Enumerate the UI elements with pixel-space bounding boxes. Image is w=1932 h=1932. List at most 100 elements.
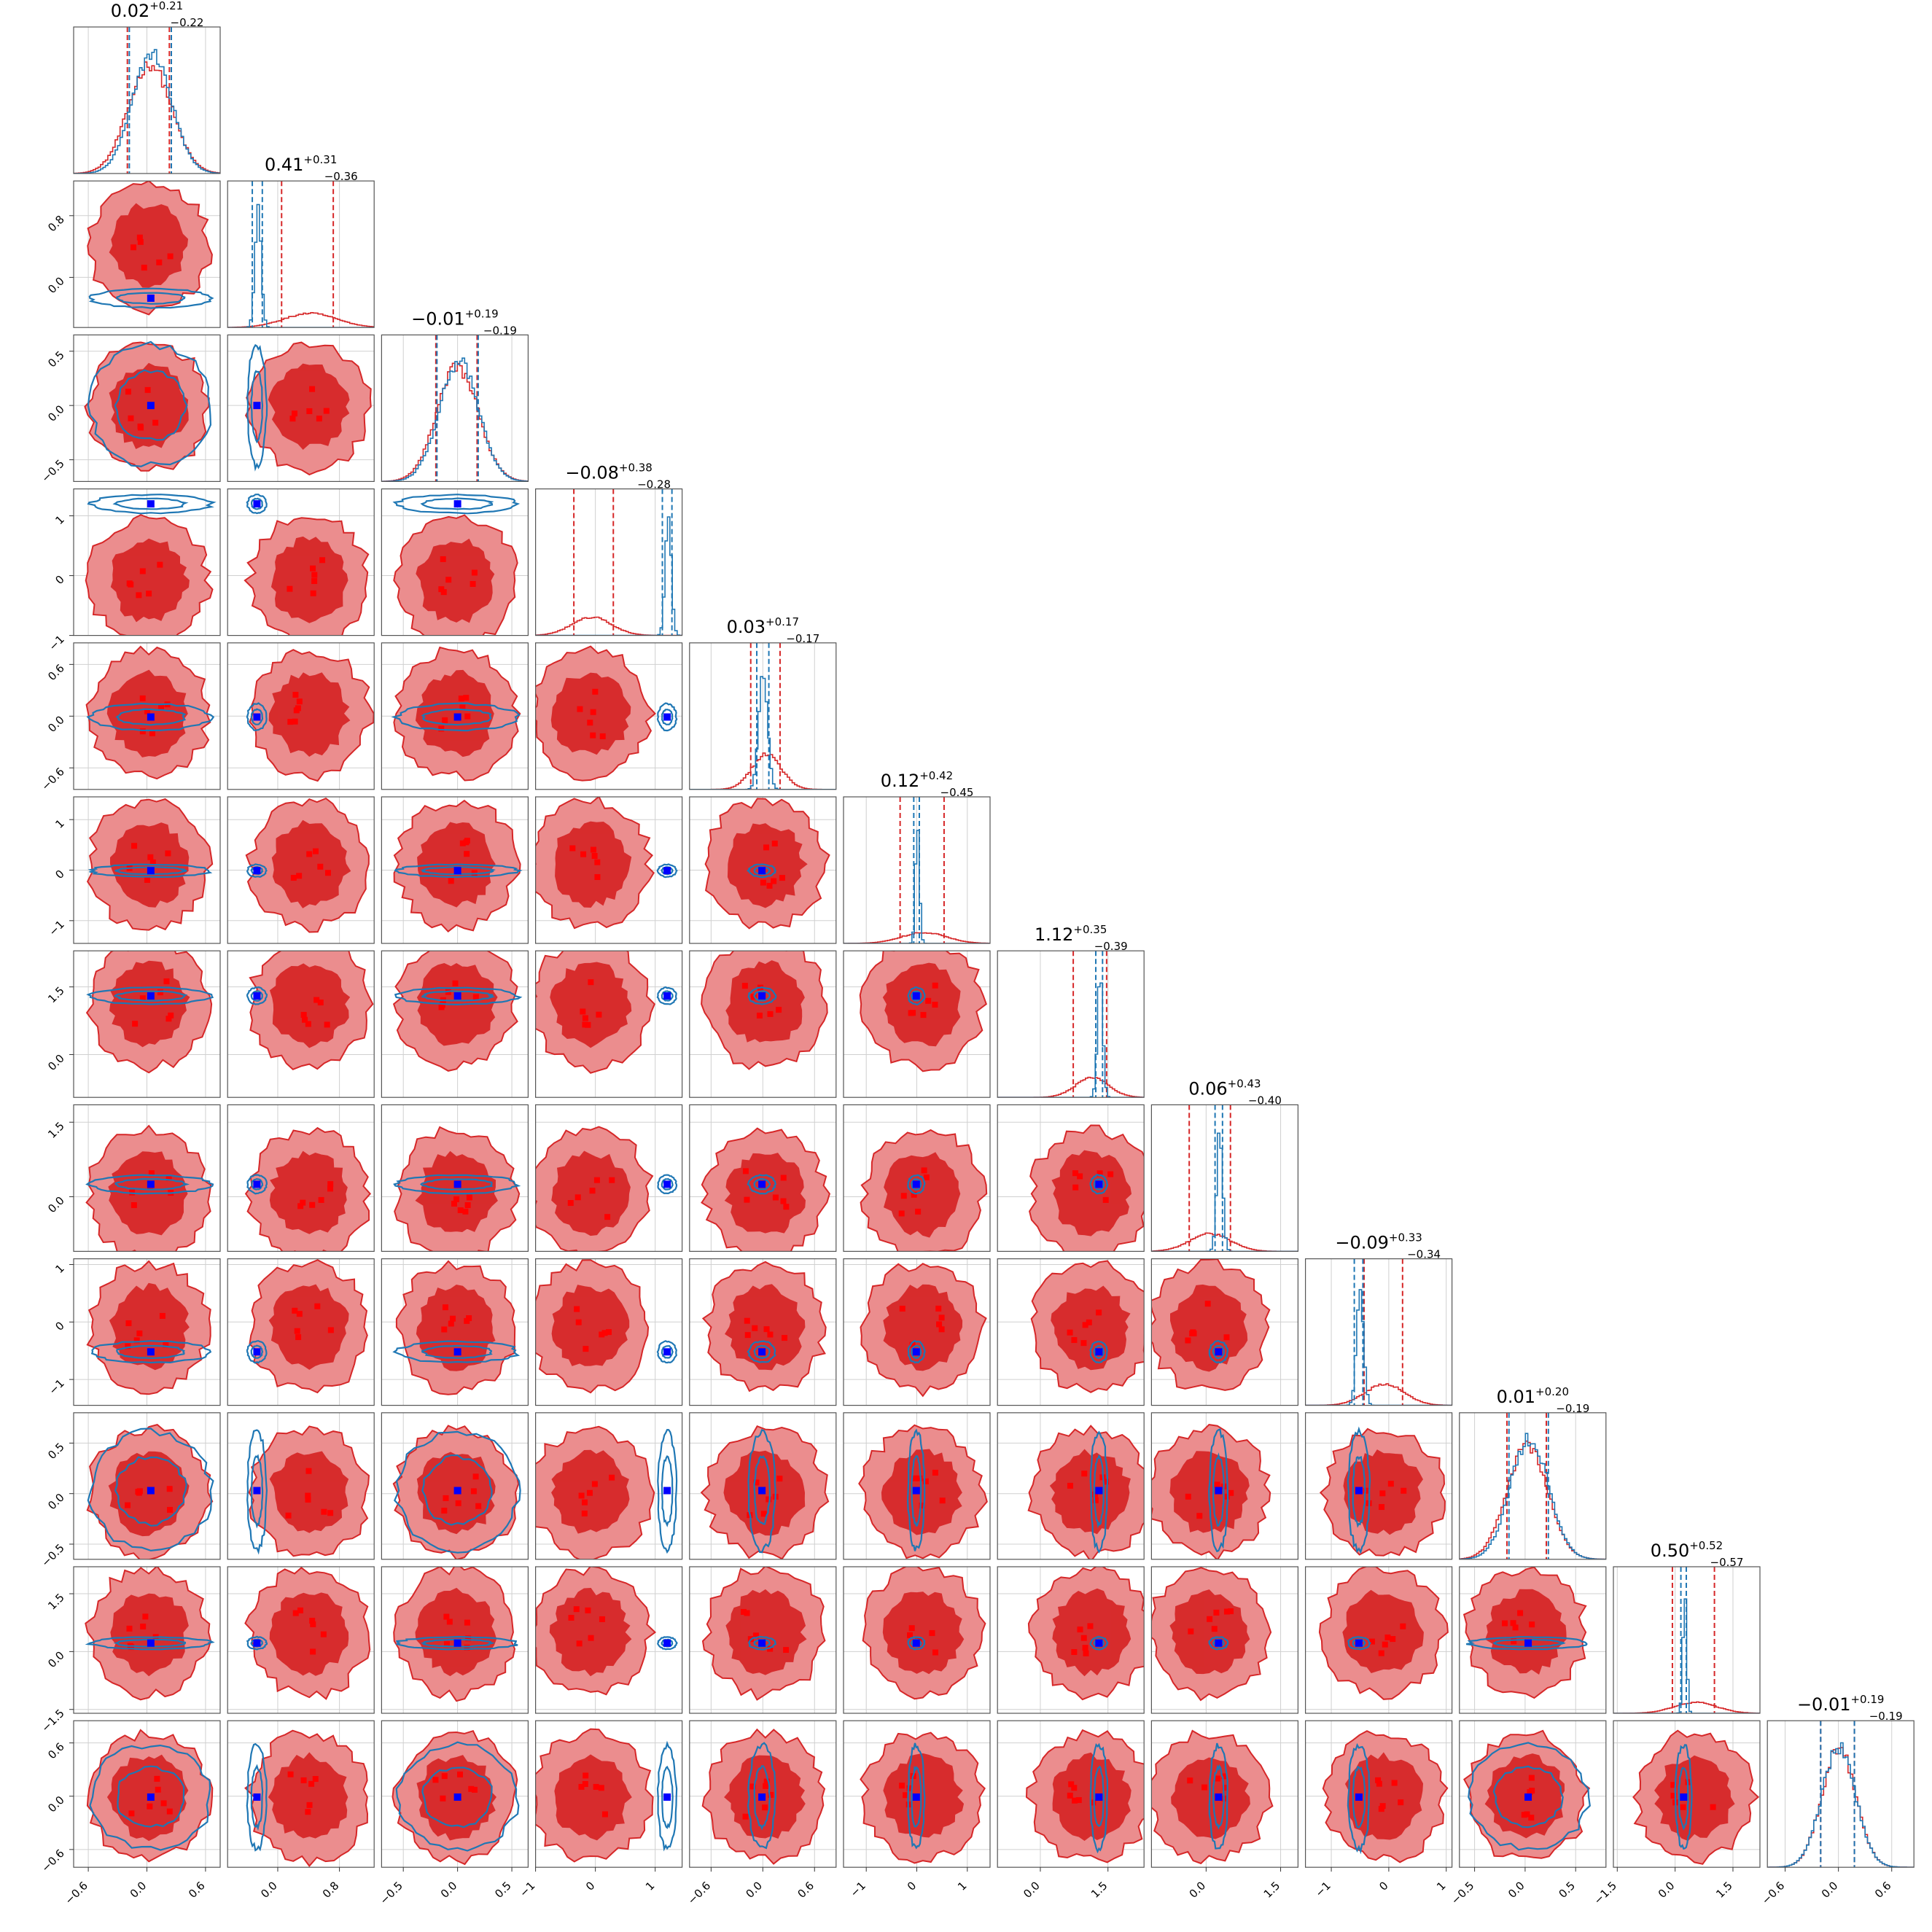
blue-marker bbox=[147, 1639, 155, 1647]
red-point bbox=[464, 1201, 471, 1208]
red-point bbox=[137, 423, 144, 429]
red-point bbox=[594, 859, 601, 865]
red-point bbox=[125, 389, 131, 395]
red-point bbox=[290, 875, 297, 881]
red-point bbox=[1512, 1624, 1519, 1631]
red-contour-inner bbox=[883, 1753, 965, 1838]
panel-7-5 bbox=[843, 1104, 991, 1253]
red-point bbox=[440, 589, 447, 596]
red-point bbox=[295, 1334, 302, 1341]
red-point bbox=[782, 1335, 788, 1341]
red-point bbox=[1384, 1634, 1391, 1640]
panel-frame bbox=[997, 1566, 1145, 1714]
red-contour-inner bbox=[110, 538, 190, 623]
panel-5-4 bbox=[689, 796, 837, 944]
blue-contour-inner bbox=[661, 1177, 674, 1191]
panel-2-0: −0.5 0.0 0.5 bbox=[39, 334, 221, 485]
x-tick-label: −0.6 bbox=[1759, 1879, 1787, 1906]
blue-contour-inner bbox=[114, 1177, 190, 1191]
blue-marker bbox=[912, 992, 920, 1000]
diag-panel-5: 0.12+0.42−0.45 bbox=[843, 769, 991, 944]
red-contour-inner bbox=[725, 960, 805, 1043]
red-point bbox=[574, 1194, 581, 1201]
panel-5-2 bbox=[381, 796, 529, 944]
blue-marker bbox=[912, 1180, 920, 1188]
blue-contour-outer bbox=[246, 1174, 268, 1195]
red-point bbox=[472, 1473, 479, 1480]
x-tick-label: 0 bbox=[583, 1879, 597, 1893]
panel-7-2 bbox=[381, 1104, 529, 1253]
red-contour-inner bbox=[109, 203, 189, 288]
red-point bbox=[767, 1331, 774, 1338]
blue-contour-inner bbox=[1212, 1764, 1225, 1830]
red-point bbox=[744, 1317, 750, 1324]
red-point bbox=[468, 1785, 475, 1792]
panel-11-1: 0.0 0.8 bbox=[227, 1720, 375, 1901]
red-point bbox=[606, 1329, 612, 1336]
red-point bbox=[131, 244, 137, 251]
red-point bbox=[741, 983, 748, 989]
red-contour-inner bbox=[1051, 1285, 1131, 1371]
red-point bbox=[139, 695, 146, 701]
red-contour-inner bbox=[551, 1285, 630, 1366]
red-point bbox=[763, 1783, 769, 1789]
panel-8-7 bbox=[1150, 1258, 1299, 1406]
red-point bbox=[475, 1503, 482, 1509]
param-title-minus: −0.40 bbox=[1248, 1094, 1282, 1107]
red-point bbox=[590, 709, 596, 715]
x-tick-label: 0.6 bbox=[186, 1879, 208, 1901]
blue-contour-inner bbox=[1492, 1765, 1564, 1828]
red-point bbox=[463, 695, 470, 701]
red-point bbox=[305, 1492, 311, 1499]
red-point bbox=[1071, 1648, 1078, 1655]
red-point bbox=[919, 1503, 925, 1509]
red-point bbox=[742, 1813, 749, 1820]
blue-contour-inner bbox=[421, 1454, 493, 1526]
panel-8-1 bbox=[227, 1258, 375, 1406]
diag-panel-9: 0.01+0.20−0.19 bbox=[1459, 1385, 1607, 1560]
red-point bbox=[780, 1198, 787, 1204]
blue-contour-outer bbox=[1089, 1430, 1109, 1554]
panel-frame bbox=[381, 488, 529, 636]
red-point bbox=[911, 1475, 918, 1481]
red-contour-inner bbox=[549, 1587, 632, 1677]
blue-contour-outer bbox=[89, 1744, 211, 1851]
red-point bbox=[314, 1303, 321, 1309]
blue-contour-outer bbox=[394, 986, 523, 1006]
panel-frame bbox=[73, 1258, 221, 1406]
blue-contour-inner bbox=[753, 1454, 771, 1525]
red-point bbox=[313, 997, 320, 1003]
blue-contour-outer bbox=[1208, 1742, 1228, 1850]
blue-contour-inner bbox=[1093, 1454, 1105, 1529]
blue-contour-inner bbox=[421, 1344, 493, 1359]
red-point bbox=[609, 1474, 615, 1481]
x-tick-label: −1.5 bbox=[1592, 1879, 1619, 1906]
y-tick-label: −0.6 bbox=[39, 765, 66, 792]
panel-frame bbox=[381, 1104, 529, 1253]
panel-frame bbox=[73, 334, 221, 482]
red-point bbox=[133, 1337, 140, 1344]
x-tick-label: −1 bbox=[1313, 1879, 1333, 1899]
panel-7-4 bbox=[689, 1104, 837, 1253]
red-point bbox=[309, 1618, 316, 1624]
blue-contour-outer bbox=[656, 1740, 678, 1852]
panel-frame bbox=[227, 796, 375, 944]
panel-frame bbox=[227, 1258, 375, 1406]
red-point bbox=[1376, 1780, 1382, 1787]
x-tick-label: −1 bbox=[517, 1879, 537, 1899]
panel-frame bbox=[689, 642, 837, 790]
red-point bbox=[158, 703, 165, 709]
blue-marker bbox=[758, 1487, 766, 1495]
red-point bbox=[776, 1476, 783, 1482]
x-tick-label: −0.5 bbox=[378, 1879, 405, 1906]
blue-contour-outer bbox=[1089, 1635, 1109, 1651]
red-point bbox=[157, 989, 163, 996]
red-point bbox=[742, 1168, 749, 1175]
y-tick-label: −1 bbox=[46, 633, 66, 653]
red-point bbox=[168, 1012, 174, 1018]
red-point bbox=[1071, 1785, 1078, 1791]
red-point bbox=[567, 1200, 574, 1207]
red-contour-inner bbox=[882, 1592, 965, 1675]
panel-10-2 bbox=[381, 1566, 529, 1714]
red-point bbox=[140, 1623, 147, 1629]
